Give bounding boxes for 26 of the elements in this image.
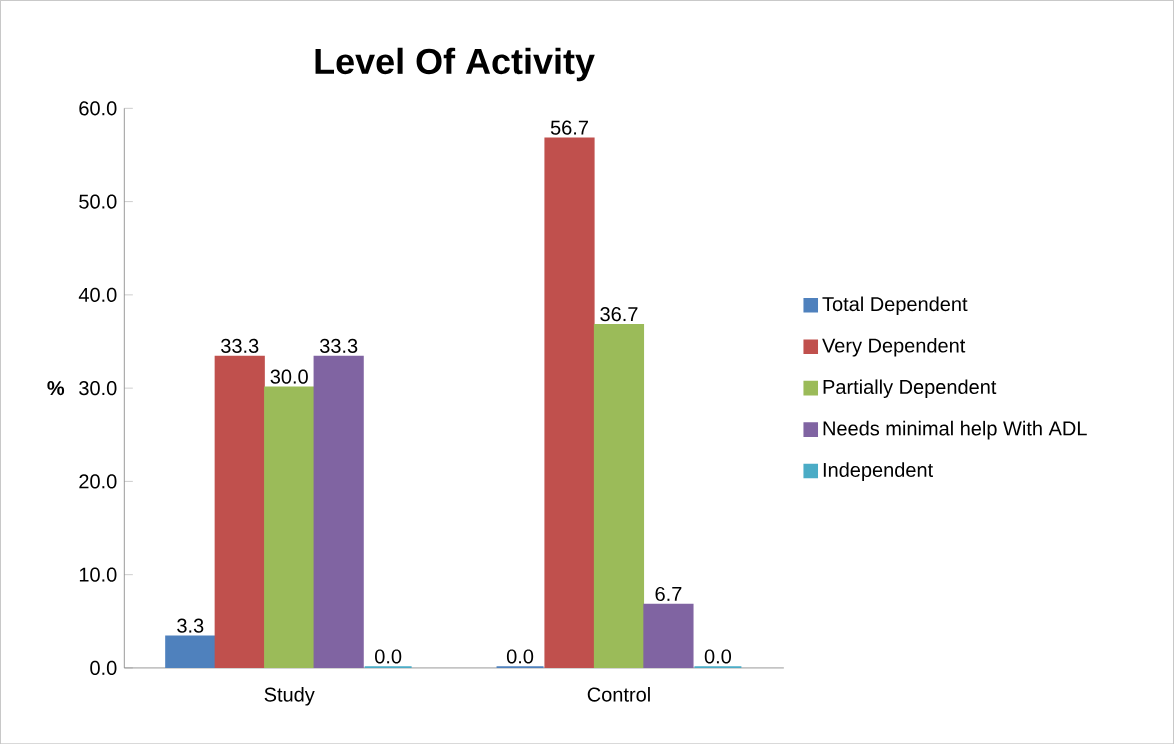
data-label: 0.0 (704, 649, 732, 664)
x-tick-label: Control (587, 686, 650, 702)
legend-label: Partially Dependent (823, 379, 997, 398)
data-label: 33.3 (319, 338, 358, 353)
y-axis-title: % (47, 380, 65, 396)
data-label: 36.7 (600, 306, 638, 322)
chart-title: Level Of Activity (315, 47, 595, 82)
data-label: 30.0 (270, 369, 308, 384)
data-label: 6.7 (655, 586, 682, 601)
data-label: 0.0 (506, 649, 534, 664)
y-tick-label: 60.0 (79, 101, 117, 116)
y-tick-label: 30.0 (79, 380, 117, 396)
legend-label: Needs minimal help With ADL (823, 420, 1087, 440)
data-label: 3.3 (177, 618, 204, 633)
y-tick-label: 20.0 (79, 474, 117, 489)
data-label: 56.7 (550, 120, 588, 135)
y-tick-label: 40.0 (78, 287, 117, 302)
data-label: 0.0 (375, 649, 402, 664)
y-tick-label: 50.0 (79, 194, 117, 209)
legend-label: Total Dependent (822, 296, 968, 315)
x-tick-label: Study (264, 686, 315, 706)
legend-label: Independent (823, 462, 934, 481)
legend-label: Very Dependent (822, 337, 966, 357)
y-tick-label: 10.0 (79, 567, 117, 582)
data-label: 33.3 (221, 338, 259, 353)
y-tick-label: 0.0 (90, 660, 117, 675)
